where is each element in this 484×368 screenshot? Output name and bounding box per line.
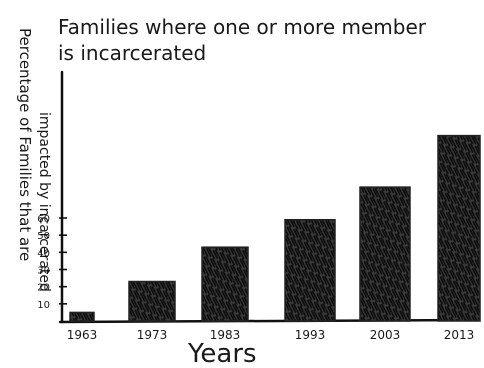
bar-2003 — [359, 186, 411, 322]
bar-1973 — [128, 280, 176, 322]
bar-1993 — [284, 218, 336, 322]
y-tick-label: 60 — [37, 214, 50, 225]
x-axis-line — [58, 318, 477, 324]
x-tick-label-2013: 2013 — [444, 328, 475, 342]
x-tick-label-2003: 2003 — [370, 328, 401, 342]
y-tick-label: 40 — [37, 248, 50, 259]
bar-1963 — [69, 311, 95, 322]
y-tick-label: 30 — [37, 266, 50, 277]
y-tick-label: 50 — [37, 231, 50, 242]
chart-title-line-2: is incarcerated — [58, 41, 206, 65]
y-tick-label: 20 — [37, 283, 50, 294]
chart-title-line-1: Families where one or more member — [58, 15, 427, 39]
x-tick-label-1963: 1963 — [67, 328, 98, 342]
bar-1983 — [201, 246, 249, 322]
x-tick-label-1993: 1993 — [295, 328, 326, 342]
x-axis-label: Years — [187, 339, 257, 368]
y-tick-label: 10 — [37, 300, 50, 311]
x-tick-label-1983: 1983 — [210, 328, 241, 342]
bar-2013 — [437, 134, 481, 322]
y-axis-label-line-2: impacted by incarcerated — [36, 112, 52, 292]
y-axis-label-line-1: Percentage of Families that are — [16, 28, 34, 261]
x-tick-label-1973: 1973 — [137, 328, 168, 342]
